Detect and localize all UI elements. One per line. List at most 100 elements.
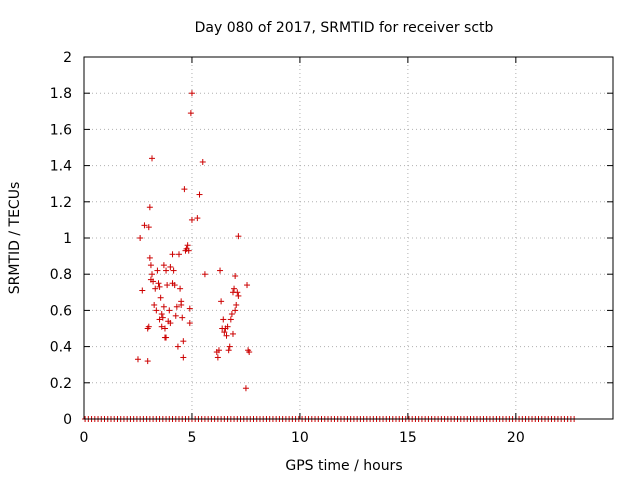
x-axis-label: GPS time / hours (285, 458, 402, 474)
data-point (144, 358, 151, 365)
x-tick-label: 20 (507, 430, 525, 446)
data-point (231, 285, 238, 292)
data-point (185, 247, 192, 254)
data-point (233, 301, 240, 308)
data-point (147, 262, 154, 269)
data-point (141, 222, 148, 229)
data-point (156, 316, 163, 323)
data-point (134, 356, 141, 363)
data-point (177, 285, 184, 292)
data-point (227, 316, 234, 323)
y-tick-label: 1.6 (50, 122, 72, 138)
data-point (153, 307, 160, 314)
y-tick-label: 1.2 (50, 195, 72, 211)
data-point (158, 311, 165, 318)
data-point (180, 338, 187, 345)
data-point (167, 263, 174, 270)
data-point (149, 155, 156, 162)
data-point (225, 347, 232, 354)
data-point (137, 235, 144, 241)
y-tick-label: 2 (63, 50, 72, 66)
data-point (218, 298, 225, 305)
data-point (224, 323, 231, 330)
y-tick-label: 1.4 (50, 159, 72, 175)
y-tick-label: 0.8 (50, 267, 72, 283)
axes: 00.20.40.60.811.21.41.61.820 5 10 15 20 (50, 50, 613, 446)
data-point (159, 314, 166, 321)
data-point (232, 307, 239, 314)
data-point (179, 314, 186, 321)
data-point (242, 385, 249, 392)
data-point (229, 330, 236, 337)
data-point (196, 191, 203, 198)
data-point (223, 332, 230, 339)
data-point (170, 267, 177, 274)
data-point (186, 320, 193, 327)
data-point (234, 289, 241, 296)
data-points (134, 90, 253, 392)
data-point (163, 267, 170, 274)
data-point (215, 347, 222, 354)
data-point (188, 216, 195, 223)
data-point (188, 90, 195, 97)
data-point (178, 298, 185, 305)
data-point (220, 316, 227, 323)
data-point (221, 329, 228, 336)
data-point (171, 282, 178, 289)
data-point (139, 287, 146, 294)
data-point (244, 282, 251, 289)
data-point (150, 278, 157, 285)
data-point (235, 292, 242, 299)
data-point (176, 251, 183, 258)
data-point (145, 224, 152, 231)
data-point (174, 343, 181, 350)
data-point (180, 354, 187, 361)
data-point (157, 294, 164, 301)
data-point (166, 307, 173, 314)
data-point (158, 323, 165, 330)
data-point (146, 254, 153, 261)
data-point (154, 267, 161, 274)
y-tick-label: 0 (63, 412, 72, 428)
data-point (181, 186, 188, 193)
data-point (161, 325, 168, 332)
data-point (145, 323, 152, 330)
data-point (194, 215, 201, 222)
data-point (232, 273, 239, 280)
data-point (163, 334, 170, 341)
data-point (146, 204, 153, 211)
x-tick-label: 15 (399, 430, 417, 446)
y-tick-label: 0.6 (50, 303, 72, 319)
data-point (160, 262, 167, 269)
data-point (155, 280, 162, 287)
data-point (235, 233, 242, 240)
x-tick-label: 5 (187, 430, 196, 446)
data-point (226, 343, 233, 350)
chart-title: Day 080 of 2017, SRMTID for receiver sct… (195, 20, 494, 36)
y-tick-label: 0.2 (50, 376, 72, 392)
y-tick-label: 0.4 (50, 340, 72, 356)
data-point (187, 110, 194, 117)
data-point (160, 303, 167, 310)
data-point (186, 305, 193, 312)
y-axis-label: SRMTID / TECUs (7, 182, 23, 295)
data-point (172, 312, 179, 319)
x-tick-label: 10 (291, 430, 309, 446)
data-point (228, 311, 235, 318)
data-point (156, 283, 163, 290)
data-point (169, 251, 176, 258)
data-point (199, 158, 206, 165)
data-point (173, 303, 180, 310)
data-point (152, 285, 159, 292)
y-tick-label: 1.8 (50, 86, 72, 102)
data-point (184, 242, 191, 249)
x-tick-label: 0 (80, 430, 89, 446)
data-point (149, 271, 156, 278)
y-tick-label: 1 (63, 231, 72, 247)
data-point (246, 349, 253, 356)
data-point (201, 271, 208, 278)
data-point (151, 301, 158, 308)
data-point (164, 282, 171, 289)
